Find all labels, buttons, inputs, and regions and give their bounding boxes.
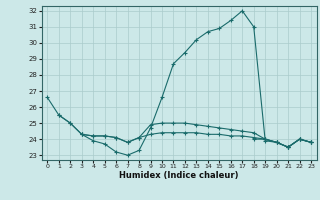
X-axis label: Humidex (Indice chaleur): Humidex (Indice chaleur) bbox=[119, 171, 239, 180]
